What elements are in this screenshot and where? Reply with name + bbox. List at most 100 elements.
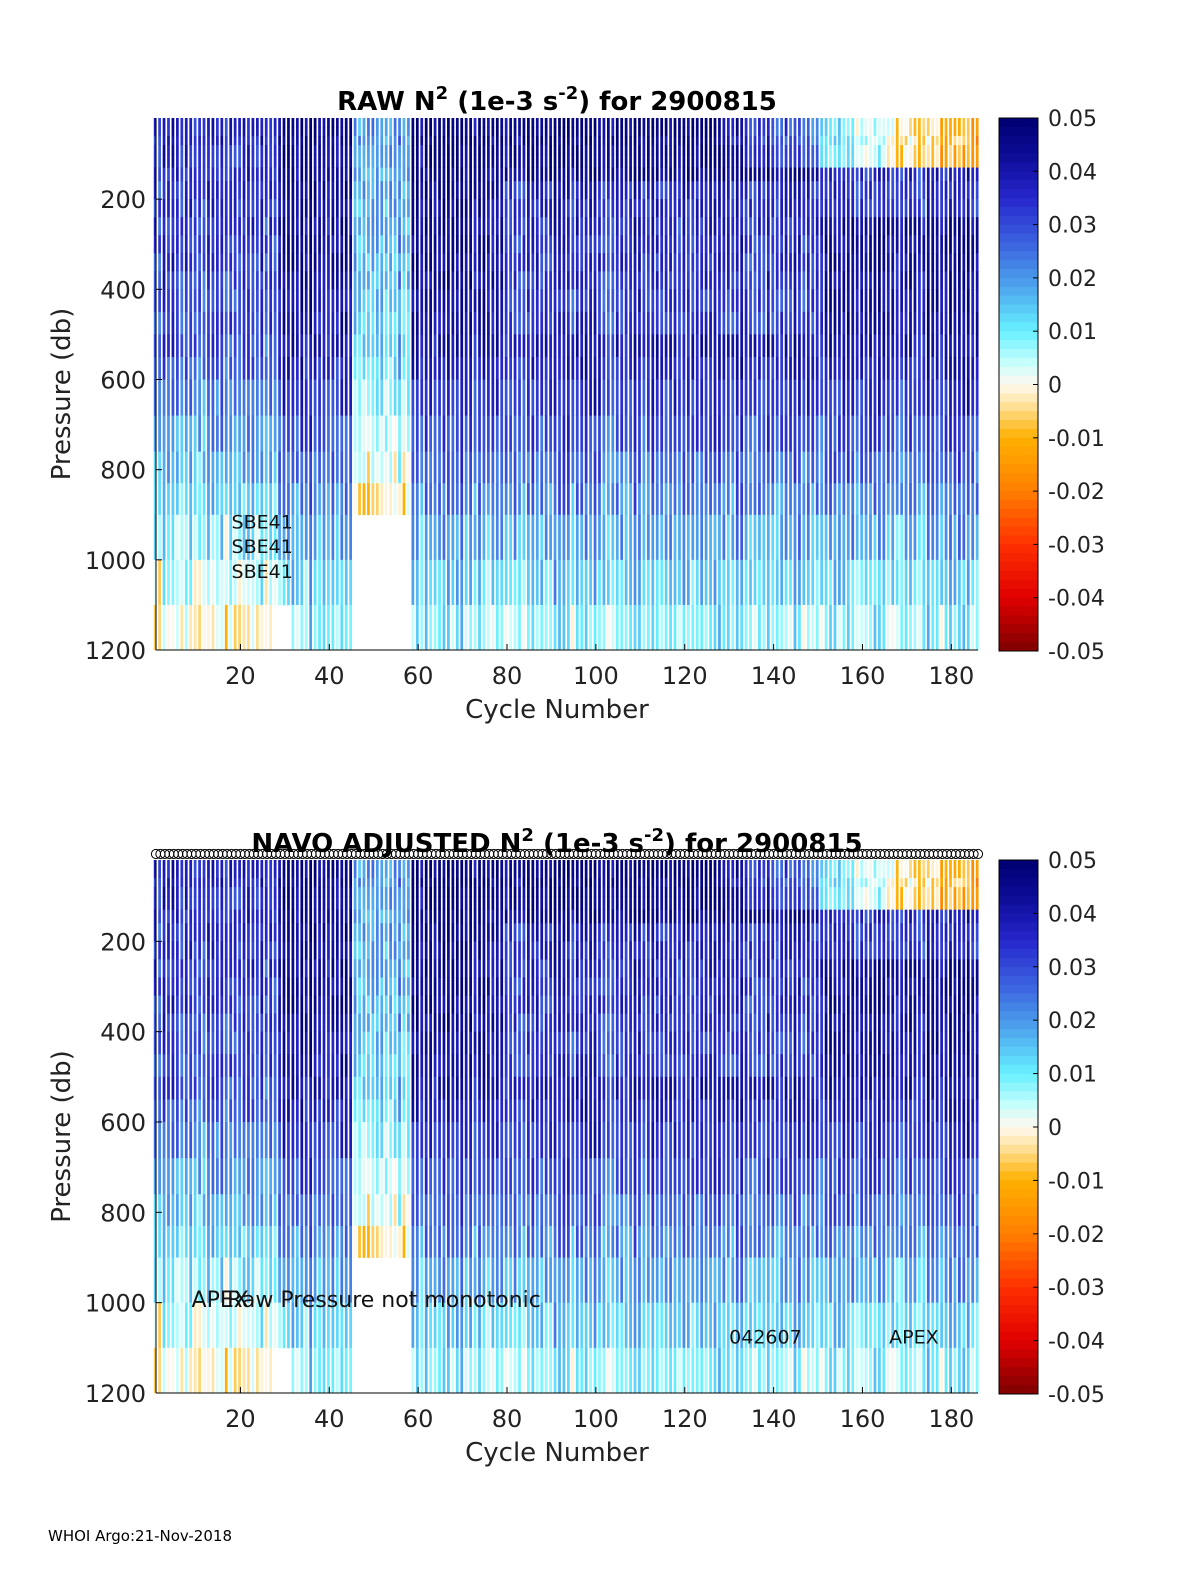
heatmap-cell (318, 311, 321, 335)
heatmap-cell (300, 127, 304, 137)
colorbar-step (999, 277, 1038, 288)
heatmap-cell (824, 127, 828, 137)
heatmap-cell (233, 1257, 237, 1304)
heatmap-cell (193, 253, 197, 272)
heatmap-cell (344, 217, 348, 236)
heatmap-cell (584, 181, 588, 200)
heatmap-cell (944, 483, 948, 516)
heatmap-cell (527, 483, 530, 516)
heatmap-cell (242, 1158, 246, 1195)
heatmap-cell (562, 356, 566, 380)
heatmap-cell (384, 145, 388, 155)
heatmap-cell (304, 334, 308, 358)
heatmap-cell (335, 118, 339, 128)
heatmap-cell (322, 289, 326, 313)
heatmap-cell (935, 235, 939, 254)
heatmap-cell (158, 941, 161, 960)
heatmap-cell (655, 145, 659, 155)
heatmap-cell (153, 923, 157, 942)
heatmap-cell (260, 1121, 264, 1159)
heatmap-cell (731, 334, 735, 358)
heatmap-cell (451, 181, 455, 200)
heatmap-cell (975, 253, 979, 272)
heatmap-cell (926, 271, 930, 290)
heatmap-cell (918, 118, 921, 128)
heatmap-cell (224, 118, 228, 128)
heatmap-cell (180, 887, 184, 897)
heatmap-cell (722, 514, 726, 561)
heatmap-cell (167, 959, 170, 978)
heatmap-cell (642, 145, 646, 155)
heatmap-cell (664, 514, 668, 561)
heatmap-cell (433, 154, 437, 168)
heatmap-cell (193, 1225, 197, 1258)
heatmap-cell (540, 483, 544, 516)
heatmap-cell (269, 977, 273, 996)
heatmap-cell (189, 451, 193, 484)
heatmap-cell (349, 356, 353, 380)
heatmap-cell (473, 127, 477, 137)
heatmap-cell (291, 514, 295, 561)
heatmap-cell (771, 356, 775, 380)
heatmap-cell (304, 181, 308, 200)
heatmap-cell (318, 559, 321, 606)
heatmap-cell (758, 289, 761, 313)
heatmap-cell (869, 136, 872, 146)
heatmap-cell (904, 289, 908, 313)
heatmap-cell (216, 217, 219, 236)
heatmap-cell (153, 1158, 157, 1195)
heatmap-cell (780, 289, 784, 313)
heatmap-cell (251, 289, 255, 313)
heatmap-cell (424, 271, 428, 290)
heatmap-cell (744, 289, 748, 313)
heatmap-cell (362, 379, 366, 416)
heatmap-cell (891, 379, 895, 416)
heatmap-cell (540, 379, 544, 416)
heatmap-cell (678, 604, 681, 651)
heatmap-cell (638, 604, 641, 651)
heatmap-cell (202, 878, 206, 888)
heatmap-cell (571, 118, 575, 128)
heatmap-cell (460, 127, 464, 137)
heatmap-cell (513, 154, 517, 168)
heatmap-cell (380, 356, 384, 380)
heatmap-cell (575, 559, 579, 606)
heatmap-cell (495, 604, 499, 651)
heatmap-cell (553, 415, 557, 453)
heatmap-cell (544, 253, 548, 272)
heatmap-cell (820, 154, 824, 168)
heatmap-cell (313, 154, 317, 168)
heatmap-cell (393, 356, 397, 380)
heatmap-cell (642, 415, 646, 453)
heatmap-cell (664, 289, 668, 313)
heatmap-cell (829, 145, 832, 155)
heatmap-cell (562, 136, 566, 146)
heatmap-cell (211, 909, 215, 924)
heatmap-cell (651, 604, 655, 651)
heatmap-cell (402, 379, 406, 416)
heatmap-cell (238, 154, 241, 168)
heatmap-cell (504, 604, 508, 651)
heatmap-cell (167, 379, 170, 416)
heatmap-cell (344, 253, 348, 272)
heatmap-cell (407, 289, 410, 313)
heatmap-cell (198, 451, 201, 484)
heatmap-cell (171, 941, 175, 960)
heatmap-cell (184, 118, 188, 128)
heatmap-cell (464, 118, 468, 128)
heatmap-cell (304, 118, 308, 128)
heatmap-cell (193, 1347, 197, 1394)
heatmap-cell (216, 1031, 219, 1055)
heatmap-cell (535, 451, 539, 484)
heatmap-cell (229, 514, 233, 561)
heatmap-cell (260, 451, 264, 484)
heatmap-cell (402, 253, 406, 272)
heatmap-cell (304, 167, 308, 182)
heatmap-cell (242, 199, 246, 218)
heatmap-cell (184, 311, 188, 335)
heatmap-cell (282, 136, 286, 146)
heatmap-cell (686, 604, 690, 651)
heatmap-cell (176, 181, 179, 200)
heatmap-cell (264, 1225, 268, 1258)
